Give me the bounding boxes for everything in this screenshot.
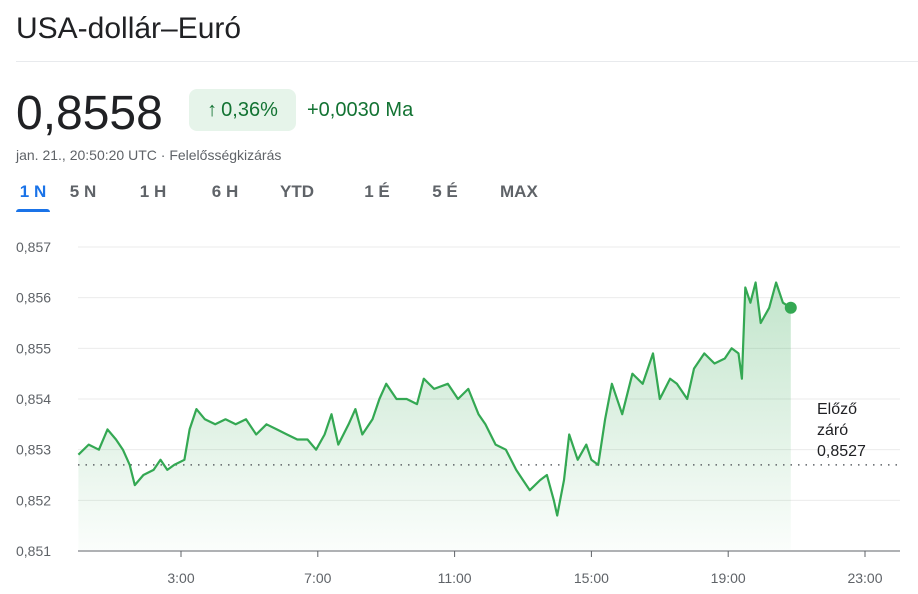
arrow-up-icon: ↑: [207, 98, 218, 121]
x-tick-label: 7:00: [304, 570, 331, 586]
y-tick-label: 0,855: [16, 340, 51, 356]
tab-1-é[interactable]: 1 É: [364, 182, 390, 201]
y-tick-label: 0,854: [16, 391, 51, 407]
change-absolute: +0,0030 Ma: [307, 99, 414, 121]
page-title: USA-dollár–Euró: [16, 12, 242, 45]
y-tick-label: 0,856: [16, 290, 51, 306]
tab-max[interactable]: MAX: [500, 182, 538, 201]
price-area-fill: [78, 282, 791, 550]
y-tick-label: 0,852: [16, 492, 51, 508]
previous-close-subtitle: záró: [817, 422, 849, 439]
change-percent-badge: ↑ 0,36%: [189, 89, 296, 131]
change-percent: 0,36%: [221, 98, 278, 121]
timestamp-line: jan. 21., 20:50:20 UTC · Felelősségkizár…: [16, 147, 281, 163]
current-price-dot: [784, 301, 797, 314]
x-tick-label: 3:00: [167, 570, 194, 586]
tab-5-é[interactable]: 5 É: [432, 182, 458, 201]
price-line: [77, 281, 792, 517]
y-tick-label: 0,851: [16, 543, 51, 559]
divider: [16, 61, 918, 62]
previous-close-label: Előző záró 0,8527: [817, 399, 866, 462]
y-tick-label: 0,853: [16, 442, 51, 458]
y-tick-label: 0,857: [16, 239, 51, 255]
timestamp: jan. 21., 20:50:20 UTC ·: [16, 147, 170, 163]
tab-6-h[interactable]: 6 H: [211, 182, 239, 201]
current-price: 0,8558: [16, 87, 163, 140]
x-tick-label: 15:00: [574, 570, 609, 586]
x-tick-label: 23:00: [847, 570, 882, 586]
x-tick-label: 19:00: [711, 570, 746, 586]
previous-close-value: 0,8527: [817, 443, 866, 460]
tab-5-n[interactable]: 5 N: [69, 182, 97, 201]
x-tick-label: 11:00: [438, 570, 472, 586]
range-tabs: 1 N 5 N 1 H 6 H YTD 1 É 5 É MAX: [16, 182, 574, 212]
previous-close-title: Előző: [817, 401, 858, 418]
tab-ytd[interactable]: YTD: [280, 182, 314, 201]
tab-1-n[interactable]: 1 N: [16, 182, 50, 212]
disclaimer-link[interactable]: Felelősségkizárás: [169, 147, 282, 163]
tab-1-h[interactable]: 1 H: [139, 182, 167, 201]
